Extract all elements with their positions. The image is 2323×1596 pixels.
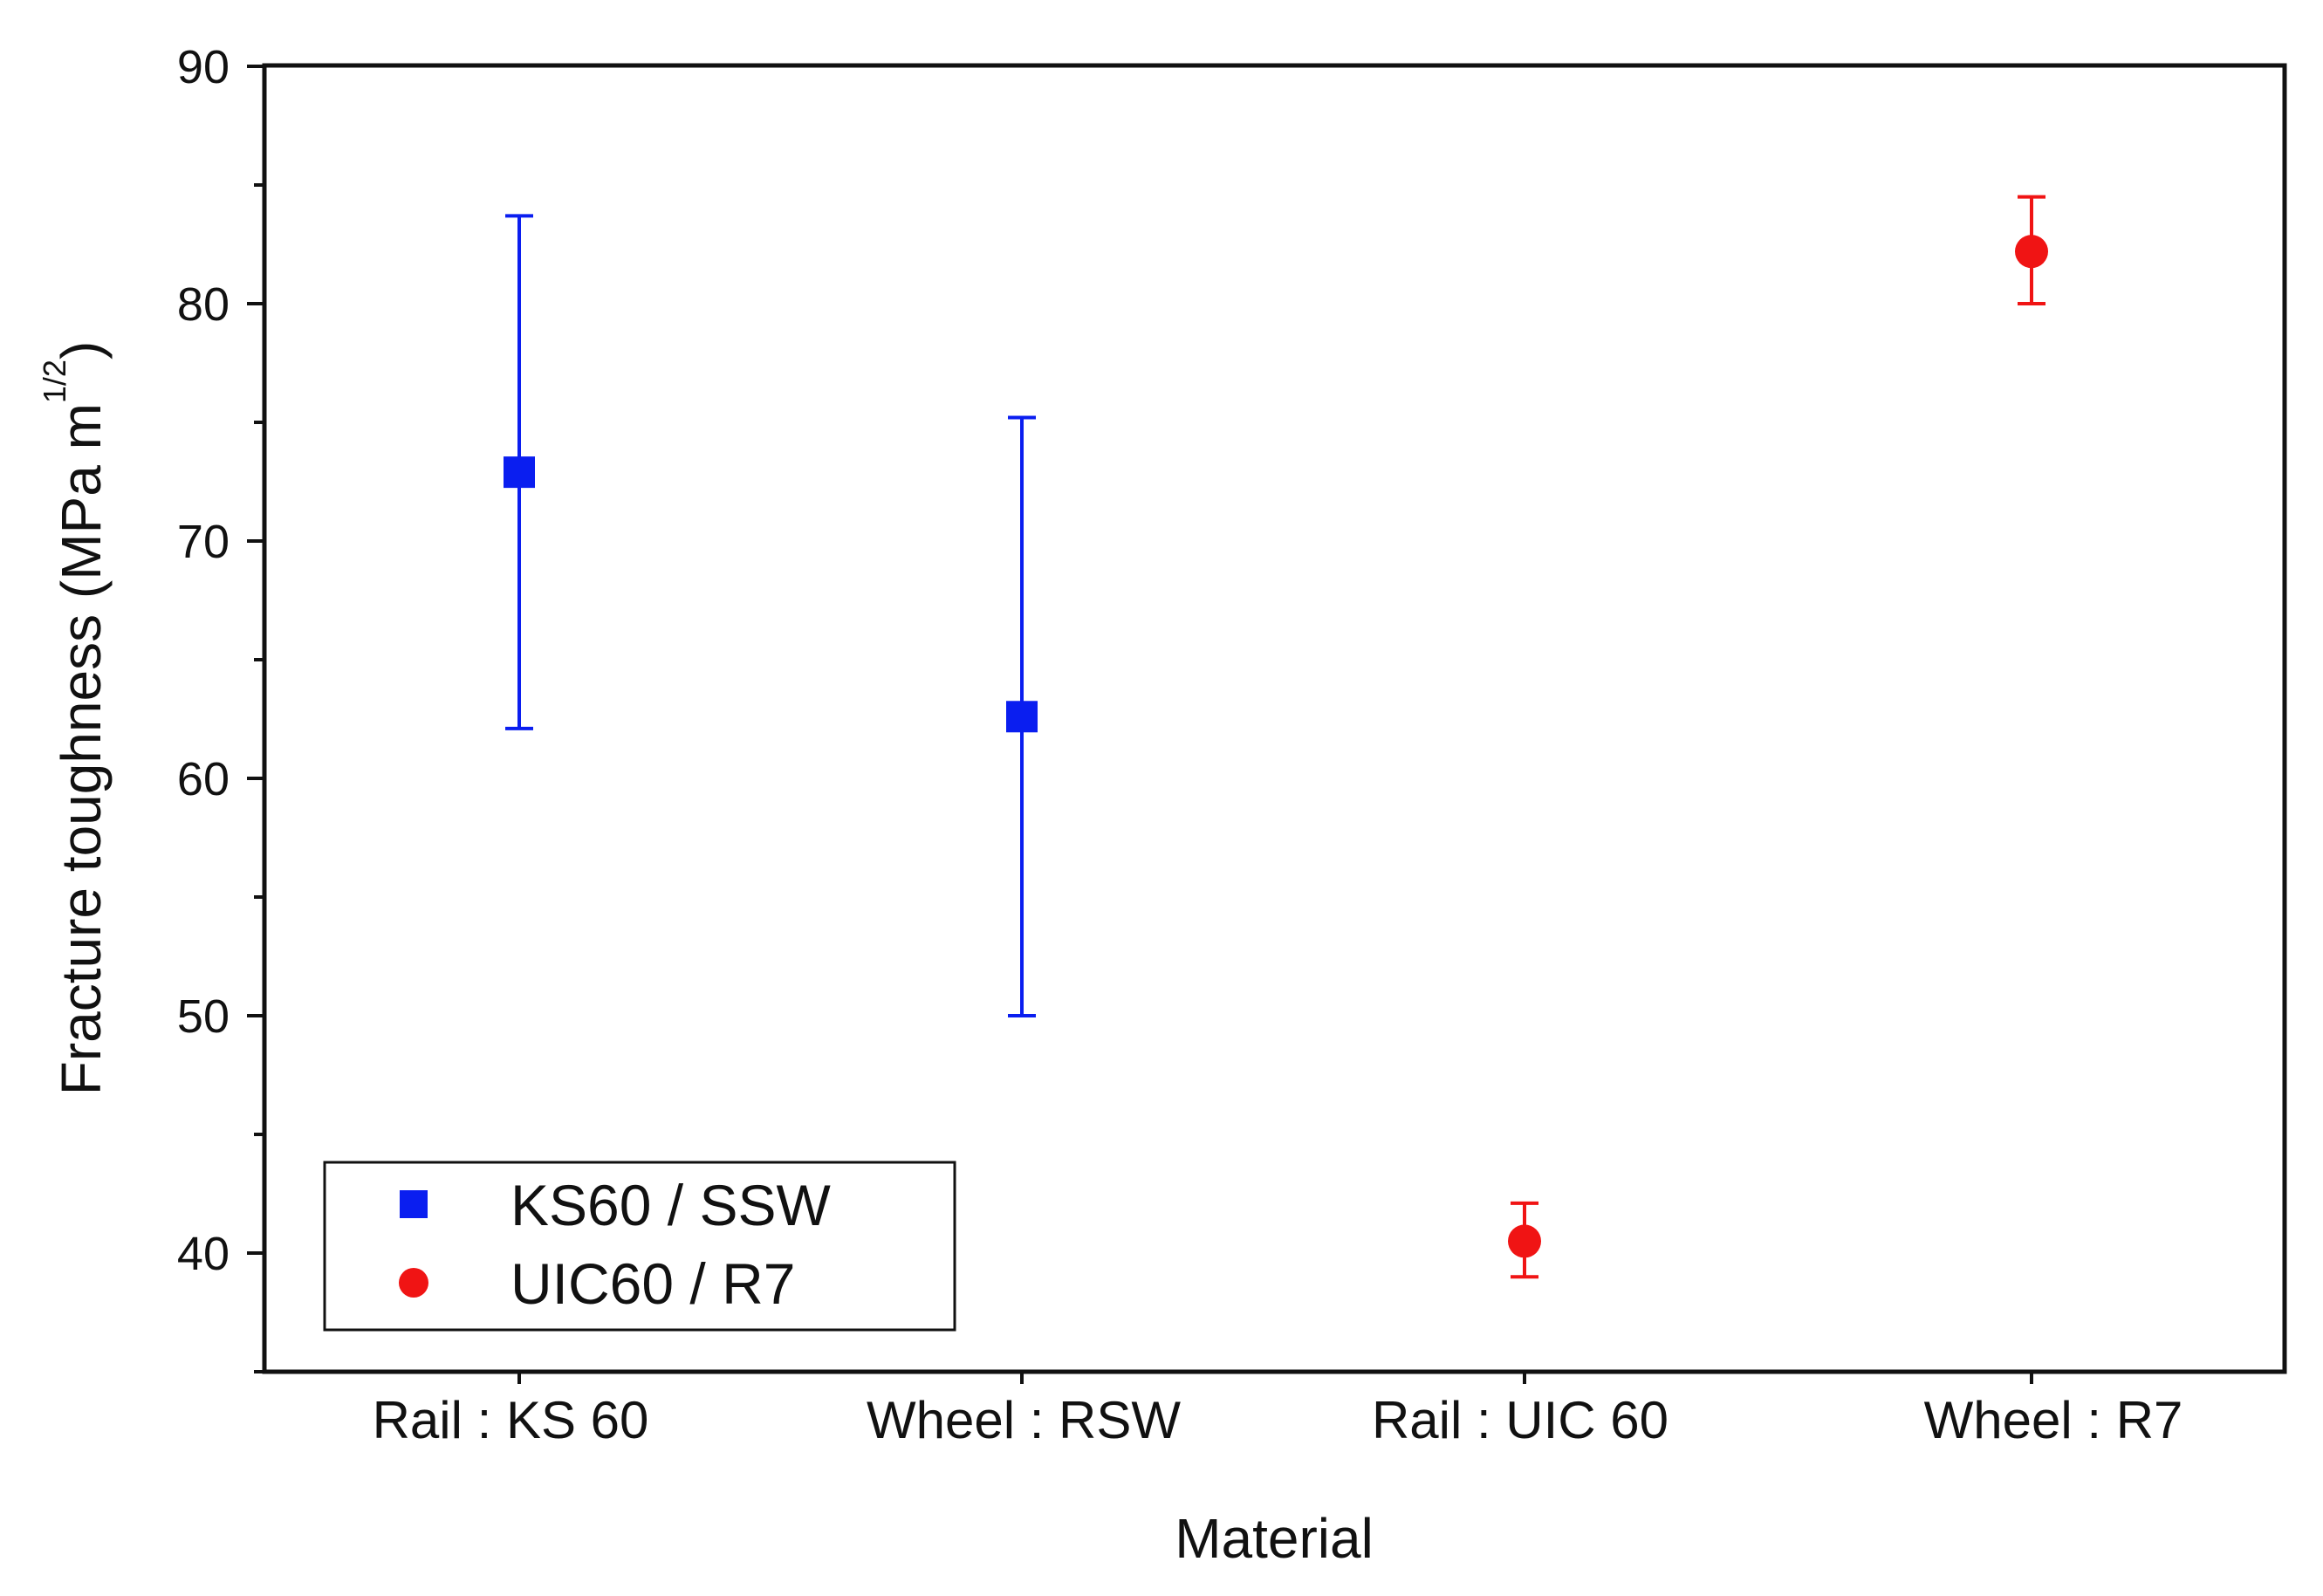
y-tick-label: 60: [177, 753, 230, 805]
y-tick-label: 70: [177, 516, 230, 568]
legend: KS60 / SSW UIC60 / R7: [323, 1161, 956, 1332]
legend-marker-circle: [399, 1268, 428, 1298]
x-tick-label: Wheel : R7: [1924, 1391, 2183, 1449]
data-point-circle: [1508, 1224, 1541, 1258]
plot-frame: [262, 63, 2287, 1374]
y-tick-label: 40: [177, 1228, 230, 1280]
data-point-square: [1006, 701, 1038, 733]
y-axis-title-superscript: 1/2: [37, 360, 72, 403]
x-tick-label: Rail : UIC 60: [1372, 1391, 1669, 1449]
legend-label: UIC60 / R7: [511, 1251, 795, 1316]
data-point-square: [504, 456, 535, 489]
legend-marker-square: [400, 1190, 428, 1218]
legend-box: [323, 1161, 956, 1332]
data-series: [504, 195, 2048, 1279]
y-tick-label: 50: [177, 990, 230, 1043]
x-axis-title: Material: [1175, 1507, 1374, 1570]
data-point-circle: [2015, 235, 2048, 269]
x-tick-label: Wheel : RSW: [867, 1391, 1181, 1449]
y-axis-title: Fracture toughness (MPa m1/2): [37, 341, 113, 1096]
x-axis-categories: Rail : KS 60 Wheel : RSW Rail : UIC 60 Whee…: [373, 1372, 2183, 1449]
y-axis-title-close: ): [50, 341, 113, 360]
y-axis-title-main: Fracture toughness (MPa m: [50, 403, 113, 1095]
x-tick-label: Rail : KS 60: [373, 1391, 649, 1449]
y-tick-label: 90: [177, 41, 230, 93]
y-tick-label: 80: [177, 278, 230, 331]
y-axis-ticks: 40 50 60 70 80 90: [177, 41, 264, 1373]
legend-label: KS60 / SSW: [511, 1173, 832, 1237]
